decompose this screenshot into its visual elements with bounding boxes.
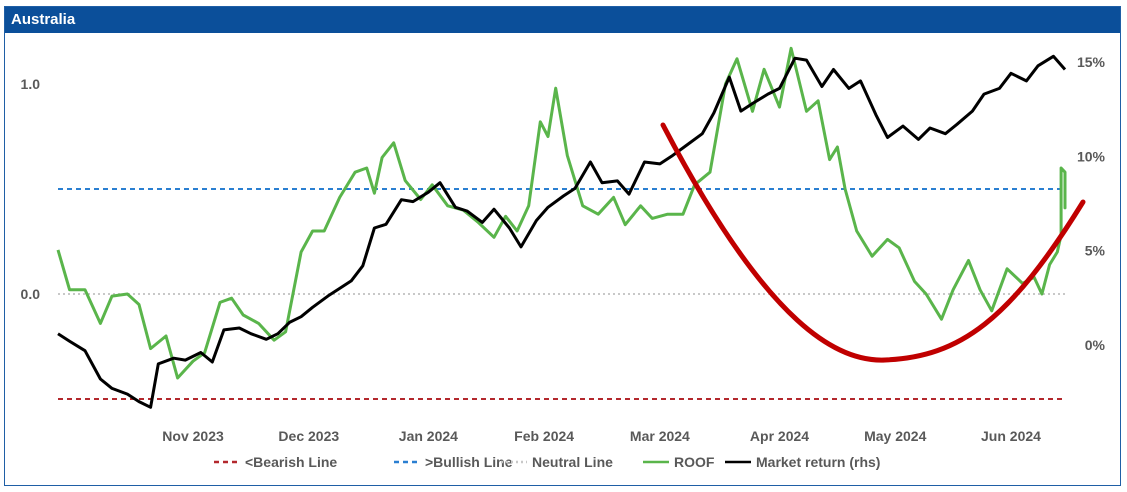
x-tick-label: May 2024 (864, 428, 926, 444)
y-left-tick-label: 1.0 (21, 76, 41, 92)
series-line-roof (56, 46, 1067, 380)
legend-label: >Bullish Line (425, 454, 513, 470)
x-tick-label: Nov 2023 (162, 428, 224, 444)
x-tick-label: Jan 2024 (399, 428, 458, 444)
legend-label: Market return (rhs) (756, 454, 880, 470)
y-left-tick-label: 0.0 (21, 286, 41, 302)
series-line-market-return (57, 54, 1067, 409)
legend-label: ROOF (674, 454, 715, 470)
x-tick-label: Apr 2024 (750, 428, 809, 444)
chart-panel: Australia (4, 6, 1121, 486)
y-right-tick-label: 0% (1085, 337, 1106, 353)
annotation-curve (660, 122, 1086, 363)
legend-label: Neutral Line (532, 454, 613, 470)
x-tick-label: Jun 2024 (981, 428, 1041, 444)
y-right-tick-label: 15% (1077, 54, 1106, 70)
chart-title: Australia (11, 11, 76, 28)
x-tick-label: Dec 2023 (278, 428, 339, 444)
y-right-tick-label: 5% (1085, 243, 1106, 259)
x-tick-label: Feb 2024 (514, 428, 574, 444)
legend-label: <Bearish Line (245, 454, 337, 470)
x-tick-label: Mar 2024 (630, 428, 690, 444)
chart-title-bar: Australia (5, 7, 1120, 33)
y-right-tick-label: 10% (1077, 148, 1106, 164)
